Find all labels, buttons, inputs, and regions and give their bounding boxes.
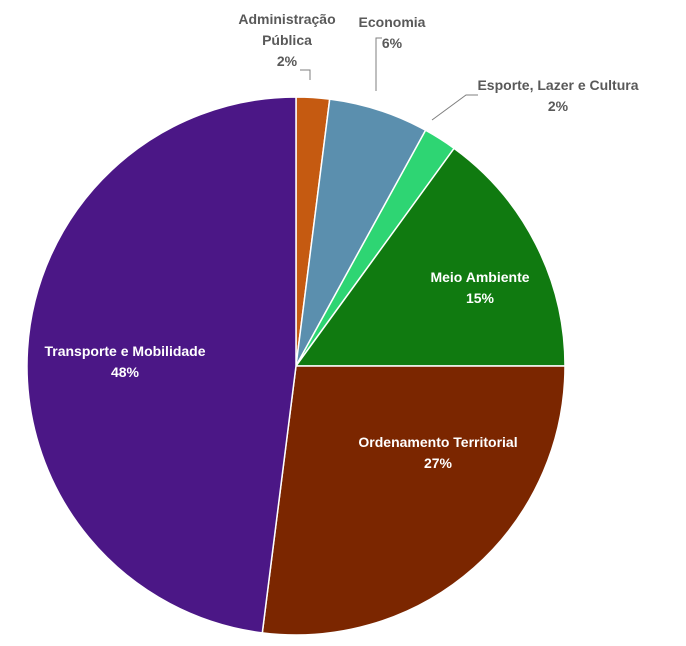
- pie-slice: [261, 365, 566, 636]
- slice-label: Transporte e Mobilidade 48%: [44, 343, 205, 380]
- slice-label: Administração Pública 2%: [238, 11, 335, 69]
- slice-value-label: 6%: [382, 35, 403, 51]
- leader-line: [375, 37, 382, 91]
- leader-lines: [300, 37, 478, 121]
- leader-line: [300, 69, 311, 80]
- pie-slice: [294, 147, 566, 367]
- slice-name-label: Esporte, Lazer e Cultura: [477, 77, 638, 93]
- slice-label: Ordenamento Territorial 27%: [358, 434, 517, 471]
- slice-name-label: Transporte e Mobilidade: [44, 343, 205, 359]
- slice-value-label: 15%: [466, 290, 495, 306]
- slice-name-label: Pública: [262, 32, 312, 48]
- slice-name-label: Meio Ambiente: [430, 269, 529, 285]
- slice-name-label: Ordenamento Territorial: [358, 434, 517, 450]
- slice-value-label: 2%: [277, 53, 298, 69]
- leader-line: [431, 94, 478, 121]
- slice-value-label: 2%: [548, 98, 569, 114]
- slice-name-label: Economia: [359, 14, 426, 30]
- slice-name-label: Administração: [238, 11, 335, 27]
- slice-labels: Administração Pública 2% Economia 6% Esporte,…: [44, 11, 638, 471]
- slice-value-label: 48%: [111, 364, 140, 380]
- slice-value-label: 27%: [424, 455, 453, 471]
- slice-label: Esporte, Lazer e Cultura 2%: [477, 77, 638, 114]
- pie-slice: [26, 96, 297, 634]
- slice-label: Meio Ambiente 15%: [430, 269, 529, 306]
- pie-slices: [26, 96, 566, 636]
- slice-label: Economia 6%: [359, 14, 426, 51]
